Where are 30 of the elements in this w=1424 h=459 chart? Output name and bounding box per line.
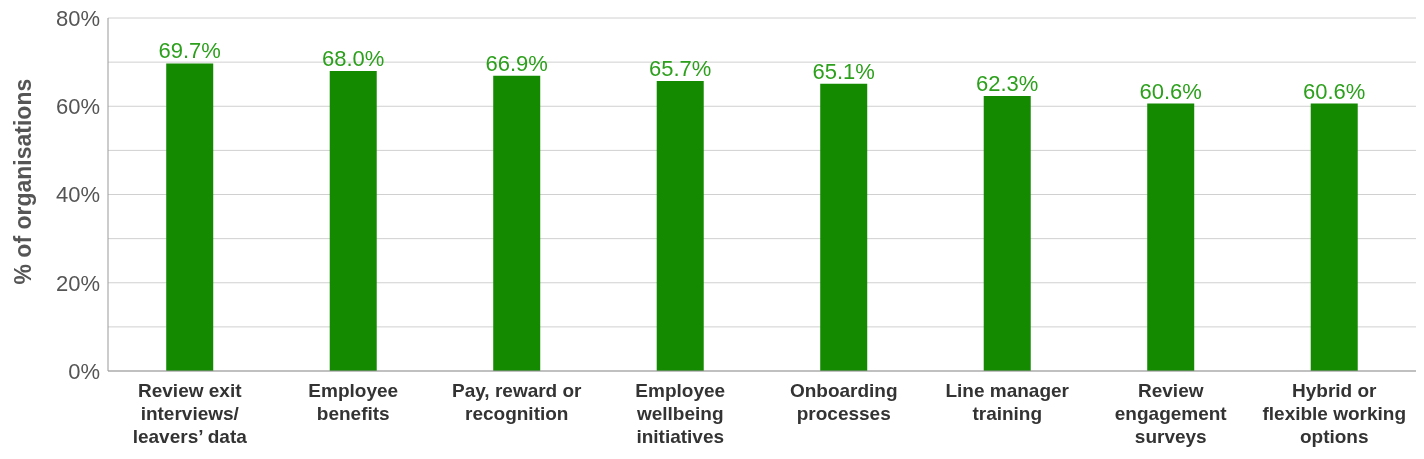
y-tick-label: 40% [55,182,100,208]
x-tick-label: Pay, reward or recognition [451,380,583,424]
bar [329,70,377,371]
data-label: 60.6% [1303,78,1366,104]
data-label: 68.0% [322,45,385,71]
x-tick-label: Employee benefits [308,380,399,424]
x-tick-label: Line manager training [945,380,1070,424]
y-tick-label: 0% [68,358,100,384]
y-tick-label: 20% [55,270,100,296]
bar [983,96,1031,371]
bar [656,81,704,371]
bar [820,83,868,371]
data-label: 60.6% [1139,78,1202,104]
x-tick-label: Onboarding processes [789,380,898,424]
y-tick-label: 80% [55,5,100,31]
x-tick-label: Review exit interviews/ leavers’ data [132,380,248,447]
x-tick-label: Hybrid or flexible working options [1262,380,1407,447]
y-tick-label: 60% [55,94,100,120]
data-label: 69.7% [158,38,221,64]
x-tick-label: Employee wellbeing initiatives [635,380,726,447]
data-label: 62.3% [976,71,1039,97]
data-label: 65.1% [812,58,875,84]
data-label: 66.9% [485,50,548,76]
bar [166,63,214,371]
bar [493,75,541,371]
bar [1310,103,1358,371]
bar [1147,103,1195,371]
data-label: 65.7% [649,56,712,82]
y-axis-title: % of organisations [10,78,37,285]
x-tick-label: Review engagement surveys [1114,380,1228,447]
